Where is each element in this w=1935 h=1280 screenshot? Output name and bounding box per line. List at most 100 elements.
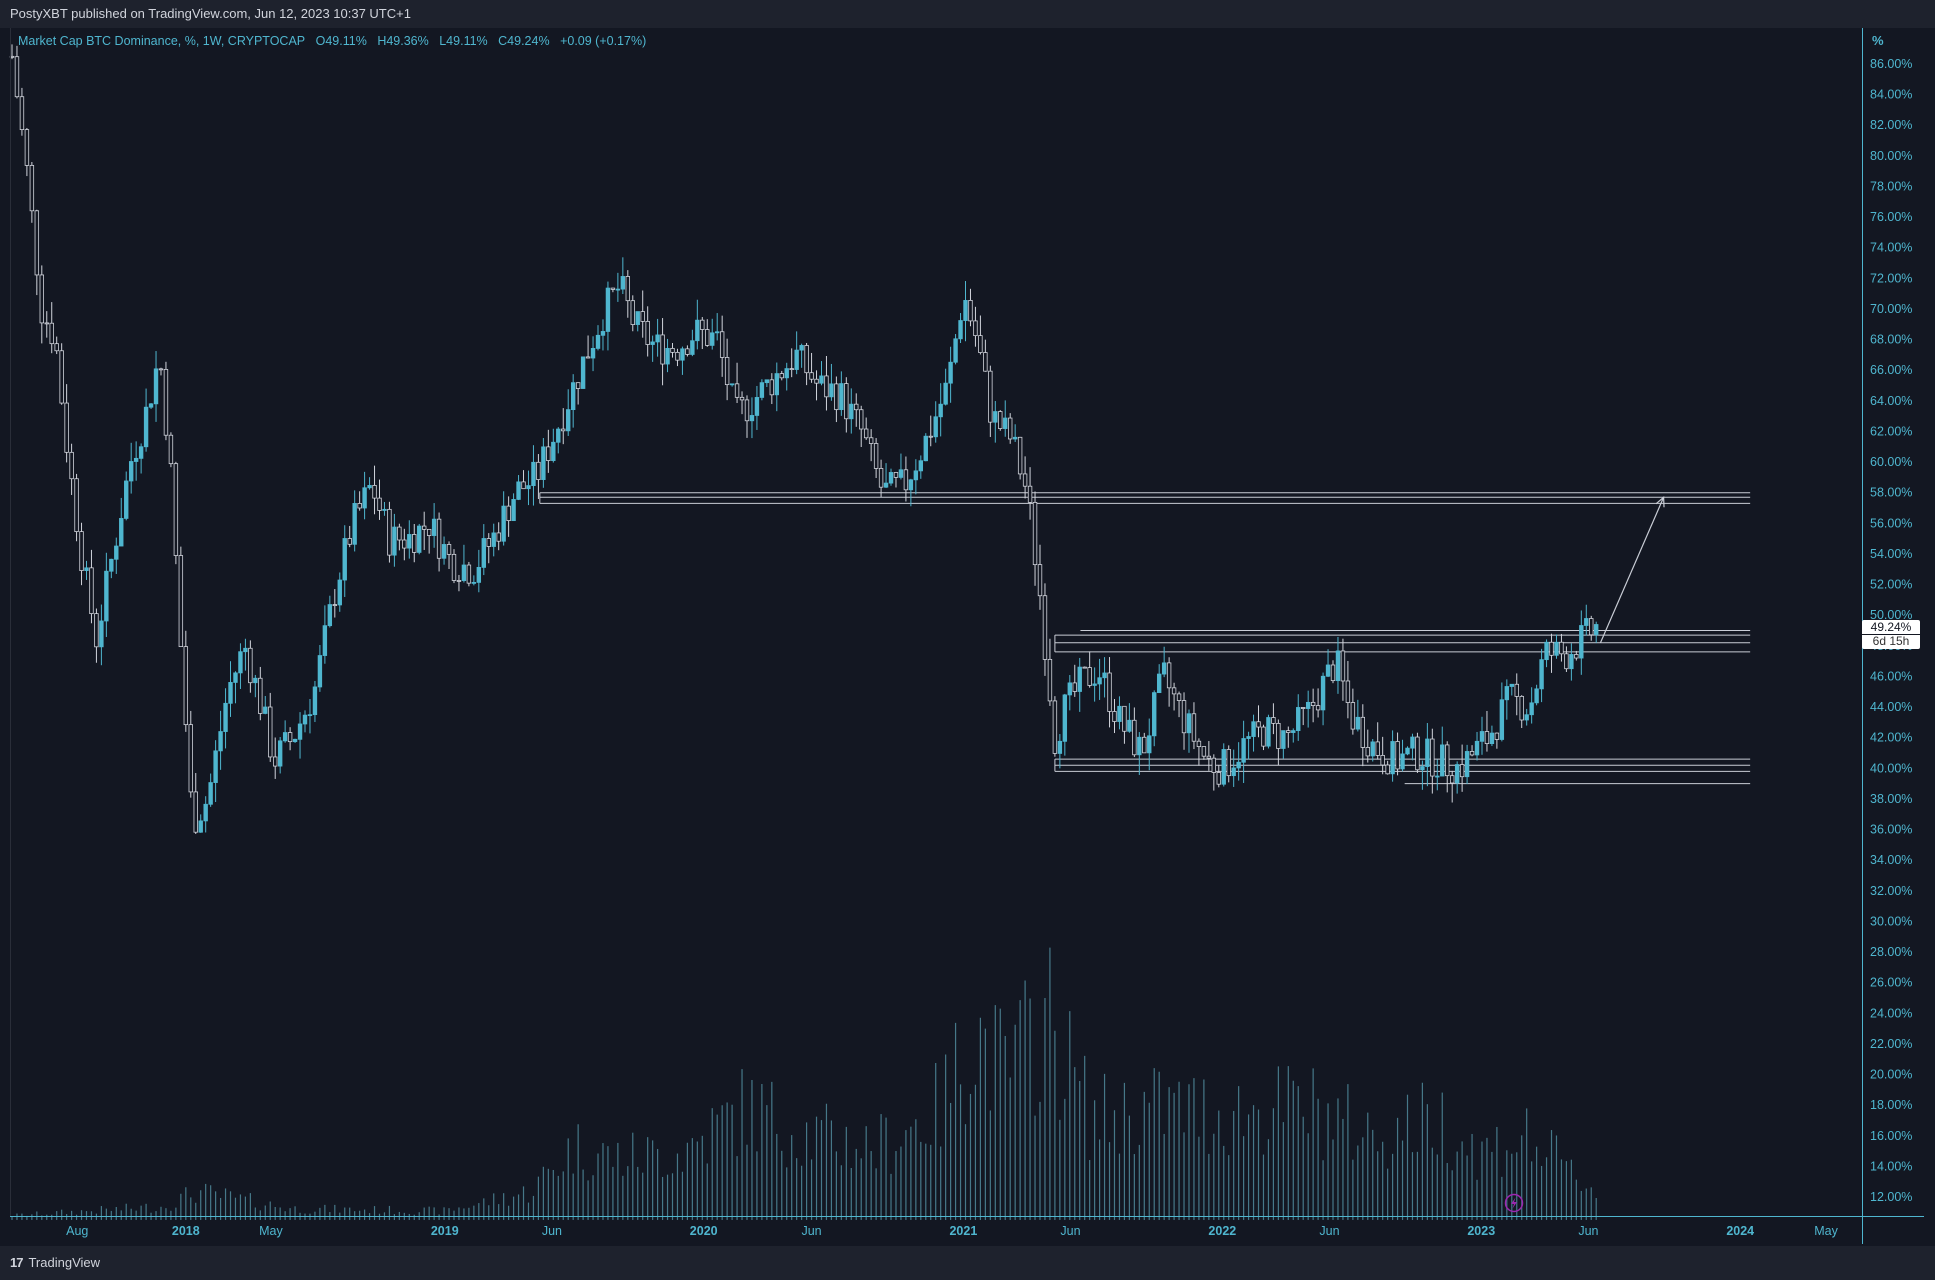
candle-body: [1589, 618, 1594, 636]
candle-body: [635, 311, 640, 325]
candle-body: [243, 647, 248, 653]
candle-body: [223, 702, 228, 732]
candle-body: [695, 319, 700, 342]
candle-body: [1479, 731, 1485, 742]
candle-body: [1345, 680, 1351, 703]
replay-icon[interactable]: [1504, 1193, 1524, 1213]
candle-body: [1449, 775, 1455, 784]
y-tick-label: 18.00%: [1870, 1098, 1912, 1112]
candle-body: [327, 604, 333, 627]
y-tick-label: 68.00%: [1870, 333, 1912, 347]
candle-body: [44, 322, 49, 325]
candle-body: [1186, 713, 1192, 734]
candle-body: [104, 570, 109, 622]
candle-body: [863, 428, 869, 439]
projection-arrow[interactable]: [1599, 496, 1665, 643]
x-tick-label: May: [259, 1224, 283, 1238]
candle-body: [1147, 735, 1152, 754]
candle-body: [1301, 707, 1306, 709]
candle-body: [461, 564, 467, 582]
candle-body: [675, 351, 680, 361]
candle-body: [729, 383, 735, 386]
candle-body: [839, 383, 844, 411]
candle-body: [1350, 702, 1356, 730]
candle-body: [764, 379, 770, 384]
candle-body: [1524, 714, 1529, 721]
candle-body: [928, 435, 933, 438]
candle-body: [948, 361, 953, 384]
candle-body: [1559, 641, 1564, 655]
candle-body: [1310, 701, 1316, 707]
time-scale[interactable]: Aug 2018 May 2019 Jun 2020 Jun 2021 Jun 2022 Jun 20…: [66, 1224, 1838, 1238]
symbol-title[interactable]: Market Cap BTC Dominance, %, 1W, CRYPTOC…: [18, 34, 306, 48]
candle-body: [263, 706, 268, 714]
candle-body: [958, 320, 963, 340]
candle-body: [54, 343, 59, 352]
candle-body: [680, 348, 685, 361]
candle-body: [1067, 682, 1072, 696]
candle-body: [143, 406, 149, 448]
candle-body: [1594, 624, 1599, 636]
candle-body: [605, 287, 611, 332]
candle-body: [178, 555, 184, 648]
candle-body: [138, 446, 144, 459]
candle-body: [1012, 436, 1018, 440]
candle-body: [710, 332, 715, 346]
candle-body: [228, 682, 233, 704]
candle-body: [282, 732, 288, 742]
candle-body: [1261, 726, 1266, 747]
candle-body: [1464, 751, 1470, 778]
candle-body: [446, 544, 452, 555]
candle-body: [1062, 694, 1068, 742]
candle-body: [1574, 654, 1579, 659]
candle-body: [481, 538, 486, 568]
candle-body: [1405, 747, 1410, 755]
y-tick-label: 30.00%: [1870, 914, 1912, 928]
y-tick-label: 24.00%: [1870, 1006, 1912, 1020]
x-tick-label: Jun: [1319, 1224, 1339, 1238]
candle-body: [1176, 693, 1182, 701]
y-tick-label: 50.00%: [1870, 608, 1912, 622]
candle-body: [580, 356, 586, 389]
candle-body: [1435, 775, 1440, 778]
candle-body: [1365, 747, 1370, 757]
y-tick-label: 60.00%: [1870, 455, 1912, 469]
y-tick-label: 36.00%: [1870, 823, 1912, 837]
symbol-legend[interactable]: Market Cap BTC Dominance, %, 1W, CRYPTOC…: [18, 34, 653, 48]
candle-body: [412, 534, 417, 553]
candle-body: [1315, 705, 1321, 711]
candle-body: [854, 403, 859, 411]
candle-body: [1539, 659, 1544, 690]
candle-body: [1211, 757, 1217, 773]
candle-body: [908, 479, 914, 491]
tradingview-logo[interactable]: 17 TradingView: [10, 1255, 100, 1270]
candle-body: [749, 415, 755, 422]
candle-body: [302, 714, 308, 725]
y-tick-label: 84.00%: [1870, 88, 1912, 102]
candle-body: [1092, 683, 1097, 686]
price-scale[interactable]: 86.00% 84.00% 82.00% 80.00% 78.00% 76.00% 74.0…: [1870, 57, 1912, 1204]
candle-body: [307, 714, 313, 717]
candle-body: [734, 383, 740, 398]
candle-body: [1132, 719, 1137, 756]
publish-header: PostyXBT published on TradingView.com, J…: [0, 0, 1935, 28]
candle-body: [670, 347, 675, 353]
candle-body: [402, 539, 407, 549]
candle-body: [968, 300, 973, 322]
candle-body: [575, 382, 581, 389]
candle-body: [769, 379, 775, 396]
y-tick-label: 14.00%: [1870, 1159, 1912, 1173]
candle-body: [1181, 700, 1187, 734]
y-tick-label: 80.00%: [1870, 149, 1912, 163]
y-tick-label: 28.00%: [1870, 945, 1912, 959]
x-tick-label: Jun: [1578, 1224, 1598, 1238]
candle-body: [382, 508, 387, 511]
candle-body: [1286, 730, 1291, 733]
candle-body: [89, 567, 94, 615]
x-tick-label: Jun: [542, 1224, 562, 1238]
candle-body: [1047, 659, 1053, 702]
candle-body: [188, 724, 193, 793]
candle-body: [407, 534, 412, 549]
candle-body: [1221, 749, 1226, 785]
